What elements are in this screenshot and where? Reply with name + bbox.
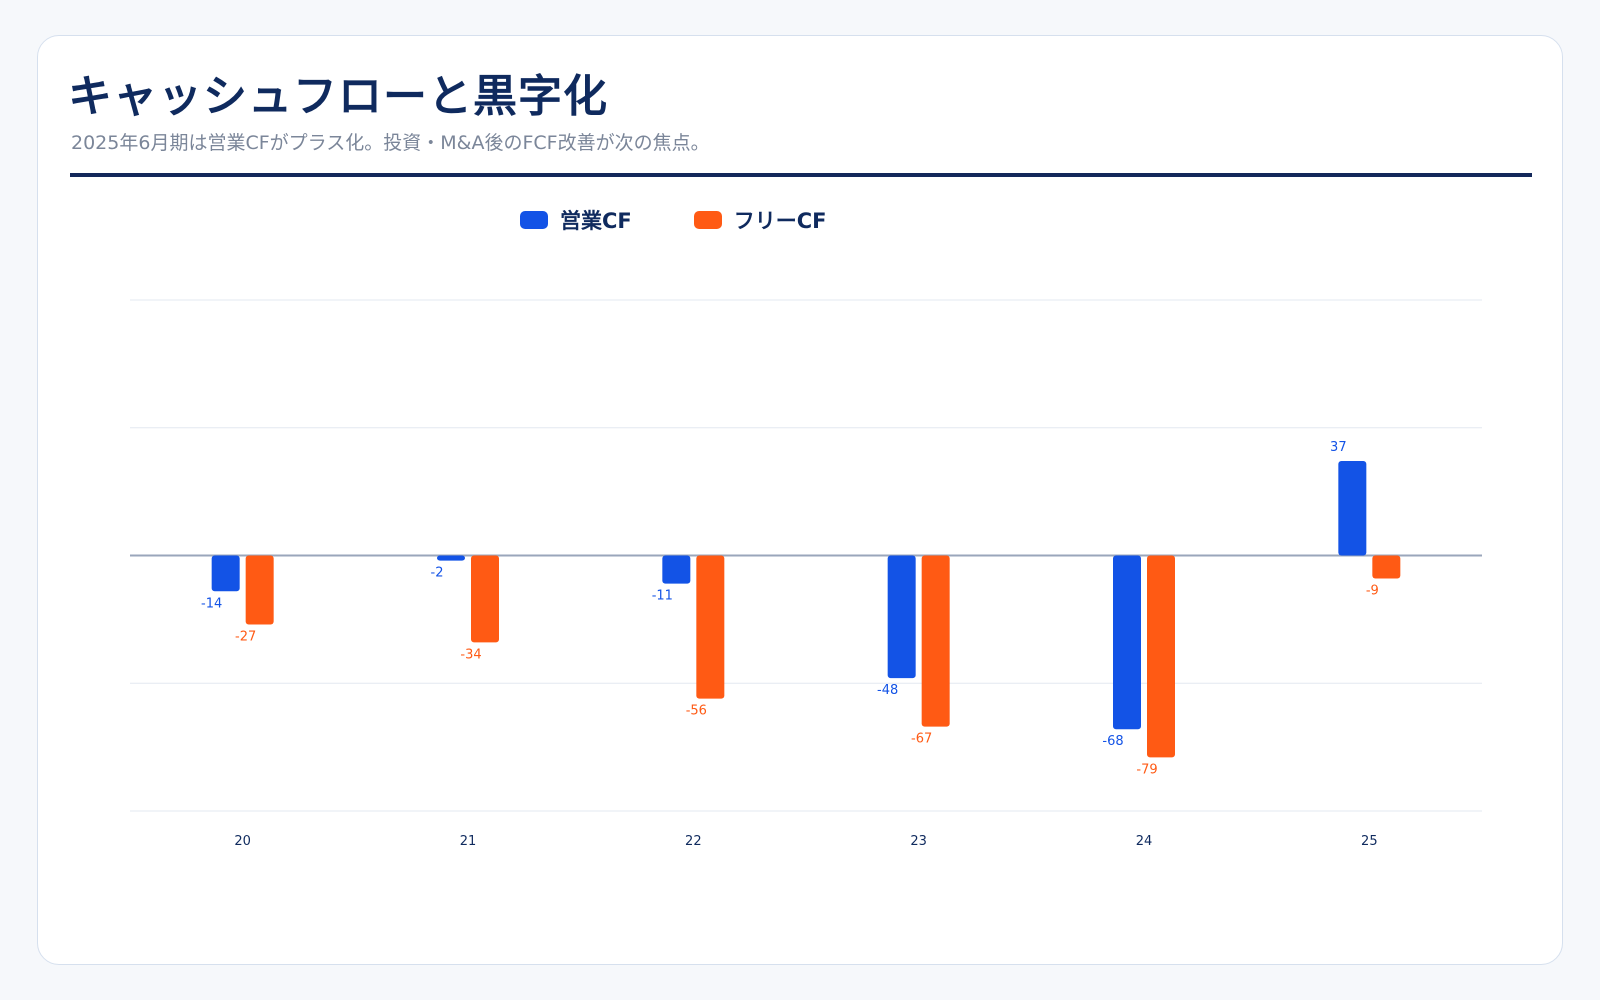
data-label: -79 [1136, 762, 1157, 777]
legend-label-free-cf: フリーCF [733, 209, 827, 233]
bar-operating-cf [437, 555, 465, 561]
data-label: -48 [877, 683, 898, 698]
data-label: -11 [652, 589, 673, 604]
title-divider [70, 173, 1532, 177]
x-tick-label: 22 [685, 834, 702, 849]
data-label: -14 [201, 596, 222, 611]
bar-free-cf [471, 555, 499, 643]
bar-operating-cf [1338, 460, 1367, 556]
x-tick-label: 20 [234, 834, 251, 849]
x-tick-label: 25 [1361, 834, 1378, 849]
chart-card [37, 35, 1563, 965]
data-label: -68 [1102, 734, 1123, 749]
page-subtitle: 2025年6月期は営業CFがプラス化。投資・M&A後のFCF改善が次の焦点。 [71, 132, 710, 154]
bar-free-cf [696, 555, 725, 699]
data-label: -27 [235, 629, 256, 644]
bar-free-cf [921, 555, 950, 727]
bar-operating-cf [662, 555, 691, 584]
legend-item-operating-cf[interactable]: 営業CF [520, 205, 632, 235]
data-label: -34 [460, 647, 481, 662]
data-label: -56 [686, 704, 707, 719]
legend-swatch-operating-cf [520, 211, 548, 229]
bar-free-cf [245, 555, 274, 625]
legend-label-operating-cf: 営業CF [560, 209, 632, 233]
page-title: キャッシュフローと黒字化 [68, 71, 608, 122]
bar-free-cf [1147, 555, 1175, 758]
data-label: -9 [1366, 583, 1379, 598]
bar-operating-cf [211, 555, 240, 592]
legend-swatch-free-cf [693, 211, 722, 229]
chart-legend: 営業CF フリーCF [520, 205, 889, 235]
bar-operating-cf [1113, 555, 1141, 730]
bar-free-cf [1372, 555, 1401, 579]
data-label: -2 [431, 566, 444, 581]
data-label: 37 [1330, 440, 1347, 455]
x-tick-label: 24 [1136, 834, 1153, 849]
x-tick-label: 23 [910, 834, 927, 849]
bar-operating-cf [887, 555, 916, 679]
legend-item-free-cf[interactable]: フリーCF [693, 205, 827, 235]
data-label: -67 [911, 732, 932, 747]
x-tick-label: 21 [460, 834, 477, 849]
